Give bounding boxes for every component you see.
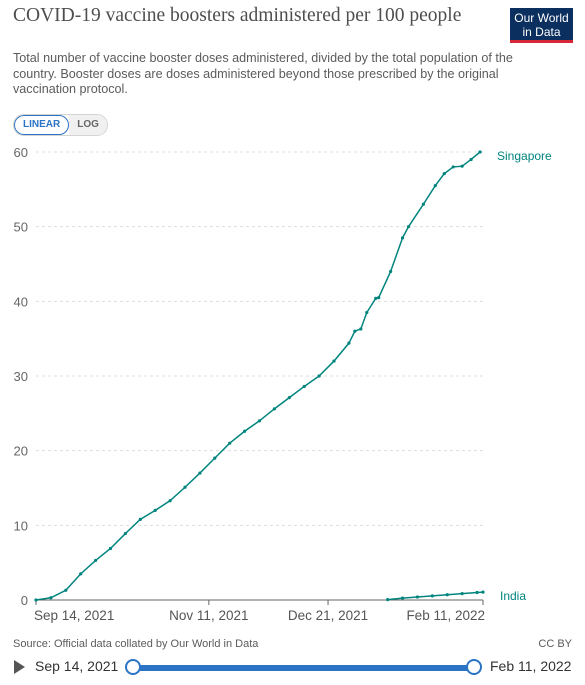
data-point <box>64 588 68 592</box>
timeline-end-handle[interactable] <box>466 659 482 675</box>
chart-title: COVID-19 vaccine boosters administered p… <box>13 5 462 26</box>
y-tick-label: 30 <box>14 369 28 384</box>
data-point <box>79 572 83 576</box>
data-point <box>400 236 405 240</box>
timeline-start-label: Sep 14, 2021 <box>35 658 119 674</box>
y-tick-label: 0 <box>21 593 28 608</box>
data-point <box>272 407 276 411</box>
data-point <box>213 456 217 460</box>
data-point <box>49 596 53 600</box>
data-point <box>365 310 369 315</box>
data-point <box>386 598 390 602</box>
data-point <box>359 327 363 331</box>
data-point <box>445 593 449 597</box>
data-point <box>138 517 142 521</box>
x-tick-label: Feb 11, 2022 <box>406 608 485 623</box>
data-point <box>287 396 291 400</box>
linear-scale-button[interactable]: LINEAR <box>14 115 70 135</box>
data-point <box>332 359 336 363</box>
logo-line-1: Our World <box>514 11 569 25</box>
data-point <box>377 296 381 300</box>
y-tick-label: 60 <box>14 145 28 160</box>
x-tick-label: Dec 21, 2021 <box>288 608 368 623</box>
data-point <box>353 329 357 333</box>
data-point <box>460 164 464 168</box>
data-point <box>421 202 425 206</box>
data-point <box>442 172 446 176</box>
data-point <box>34 598 38 602</box>
data-point <box>123 531 127 536</box>
timeline-end-label: Feb 11, 2022 <box>490 658 572 674</box>
logo-line-2: in Data <box>522 25 561 39</box>
data-point <box>228 441 232 445</box>
data-point <box>406 225 411 229</box>
data-point <box>374 296 378 300</box>
timeline-track[interactable] <box>133 665 474 671</box>
data-point <box>243 429 247 433</box>
timeline-start-handle[interactable] <box>125 659 141 675</box>
data-point <box>183 485 187 489</box>
license-link[interactable]: CC BY <box>538 638 572 650</box>
line-chart[interactable]: 0 10 20 30 40 50 60 Sep 14, 2021 Nov 11, 2021 Dec… <box>0 140 585 630</box>
timeline[interactable]: Sep 14, 2021 Feb 11, 2022 <box>0 652 585 682</box>
play-icon[interactable] <box>14 660 25 674</box>
data-point <box>347 341 351 345</box>
logo-red-bar <box>510 40 573 43</box>
y-tick-label: 40 <box>14 294 28 309</box>
data-point <box>108 546 113 551</box>
series-label-india: India <box>500 589 526 603</box>
data-point <box>478 150 482 154</box>
series-label-singapore: Singapore <box>497 149 552 163</box>
x-tick-label: Sep 14, 2021 <box>34 608 114 623</box>
series-line-india <box>387 591 484 601</box>
data-point <box>389 269 393 274</box>
scale-toggle[interactable]: LINEAR LOG <box>13 114 108 136</box>
data-point <box>257 419 262 423</box>
y-tick-label: 50 <box>14 220 28 235</box>
data-point <box>94 558 98 563</box>
data-point <box>198 471 202 475</box>
data-point <box>153 508 157 512</box>
y-tick-label: 20 <box>14 444 28 459</box>
data-point <box>433 184 437 188</box>
data-point <box>481 590 485 594</box>
owid-logo[interactable]: Our World in Data <box>510 8 573 43</box>
chart-subtitle: Total number of vaccine booster doses ad… <box>13 51 513 96</box>
data-point <box>317 374 321 378</box>
data-point <box>460 592 464 596</box>
data-point <box>451 165 455 169</box>
data-point <box>168 499 172 503</box>
y-tick-label: 10 <box>14 518 28 533</box>
data-point <box>430 594 434 598</box>
log-scale-button[interactable]: LOG <box>69 115 107 135</box>
data-point <box>469 157 473 162</box>
data-point <box>400 596 405 600</box>
x-tick-label: Nov 11, 2021 <box>169 608 248 623</box>
source-note[interactable]: Source: Official data collated by Our Wo… <box>13 638 259 650</box>
data-point <box>475 590 479 595</box>
data-point <box>302 384 306 389</box>
data-point <box>415 595 420 599</box>
